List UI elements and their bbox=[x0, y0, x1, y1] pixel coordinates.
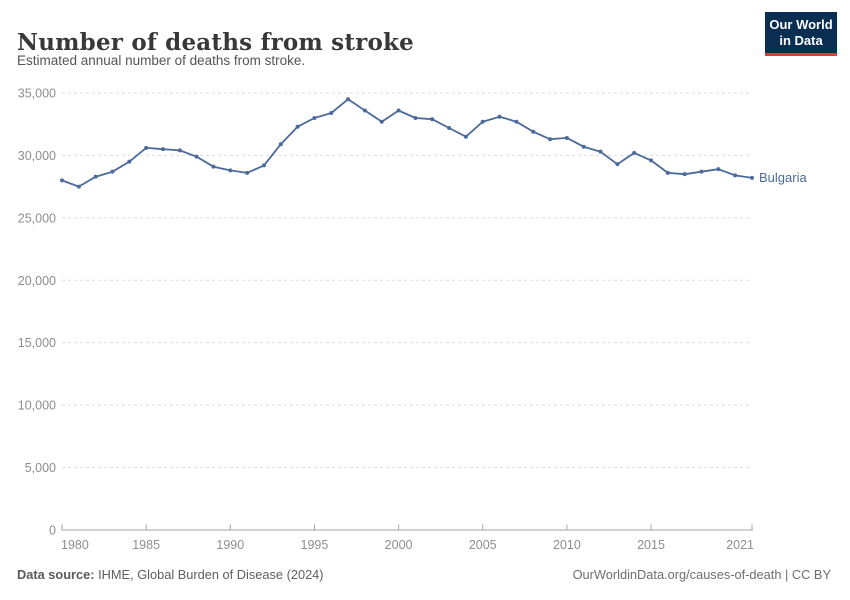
data-point[interactable] bbox=[733, 173, 738, 178]
credit-url[interactable]: OurWorldinData.org/causes-of-death | CC … bbox=[572, 567, 831, 582]
data-point[interactable] bbox=[346, 97, 351, 102]
data-point[interactable] bbox=[278, 142, 283, 147]
data-point[interactable] bbox=[245, 170, 250, 175]
page-title: Number of deaths from stroke bbox=[17, 29, 414, 57]
data-point[interactable] bbox=[93, 174, 98, 179]
data-point[interactable] bbox=[531, 129, 536, 134]
data-point[interactable] bbox=[60, 178, 64, 183]
chart-subtitle: Estimated annual number of deaths from s… bbox=[17, 53, 306, 68]
data-point[interactable] bbox=[497, 114, 502, 119]
owid-logo-line2: in Data bbox=[779, 32, 823, 48]
data-point[interactable] bbox=[649, 158, 654, 163]
data-point[interactable] bbox=[194, 154, 199, 159]
x-tick-label: 2010 bbox=[553, 538, 581, 552]
data-point[interactable] bbox=[329, 110, 334, 115]
y-tick-label: 30,000 bbox=[18, 149, 56, 163]
data-point[interactable] bbox=[447, 125, 452, 130]
x-tick-label: 2000 bbox=[385, 538, 413, 552]
data-source-note: Data source: IHME, Global Burden of Dise… bbox=[17, 567, 324, 582]
owid-logo[interactable]: Our World in Data bbox=[765, 12, 837, 56]
series-label-bulgaria: Bulgaria bbox=[759, 169, 807, 185]
data-point[interactable] bbox=[413, 115, 418, 120]
data-source-label: Data source: bbox=[17, 567, 95, 582]
data-point[interactable] bbox=[177, 148, 182, 153]
x-tick-label: 1980 bbox=[61, 538, 89, 552]
y-tick-label: 20,000 bbox=[18, 274, 56, 288]
data-point[interactable] bbox=[160, 147, 165, 152]
y-tick-label: 10,000 bbox=[18, 399, 56, 413]
data-point[interactable] bbox=[430, 117, 435, 122]
data-point[interactable] bbox=[581, 144, 586, 149]
data-point[interactable] bbox=[228, 168, 233, 173]
data-point[interactable] bbox=[699, 169, 704, 174]
x-tick-label: 1995 bbox=[301, 538, 329, 552]
data-point[interactable] bbox=[144, 145, 149, 150]
data-point[interactable] bbox=[76, 184, 81, 189]
x-tick-label: 2021 bbox=[726, 538, 754, 552]
data-point[interactable] bbox=[615, 162, 620, 167]
data-point[interactable] bbox=[463, 134, 468, 139]
data-source-value: IHME, Global Burden of Disease (2024) bbox=[94, 567, 324, 582]
data-point[interactable] bbox=[564, 135, 569, 140]
data-point[interactable] bbox=[295, 124, 300, 129]
line-series[interactable] bbox=[61, 98, 753, 188]
y-tick-label: 25,000 bbox=[18, 211, 56, 225]
data-point[interactable] bbox=[514, 119, 519, 124]
data-point[interactable] bbox=[665, 170, 670, 175]
data-point[interactable] bbox=[312, 115, 317, 120]
chart-footer: Data source: IHME, Global Burden of Dise… bbox=[0, 567, 850, 582]
data-point[interactable] bbox=[379, 119, 384, 124]
data-point[interactable] bbox=[362, 108, 367, 113]
x-tick-label: 1990 bbox=[216, 538, 244, 552]
data-point[interactable] bbox=[632, 150, 637, 155]
data-point[interactable] bbox=[682, 172, 687, 177]
data-point[interactable] bbox=[480, 119, 485, 124]
data-point[interactable] bbox=[598, 149, 603, 154]
data-point[interactable] bbox=[211, 164, 216, 169]
data-point[interactable] bbox=[716, 167, 721, 172]
x-tick-label: 2005 bbox=[469, 538, 497, 552]
data-point[interactable] bbox=[261, 163, 266, 168]
y-tick-label: 5,000 bbox=[25, 461, 56, 475]
y-tick-label: 35,000 bbox=[18, 87, 56, 101]
data-point[interactable] bbox=[127, 159, 132, 164]
owid-logo-line1: Our World bbox=[769, 17, 833, 32]
data-point[interactable] bbox=[750, 175, 754, 180]
x-tick-label: 2015 bbox=[637, 538, 665, 552]
data-point[interactable] bbox=[110, 169, 115, 174]
x-tick-label: 1985 bbox=[132, 538, 160, 552]
data-point[interactable] bbox=[396, 108, 401, 113]
y-tick-label: 15,000 bbox=[18, 336, 56, 350]
y-tick-label: 0 bbox=[49, 524, 56, 538]
data-point[interactable] bbox=[548, 137, 553, 142]
